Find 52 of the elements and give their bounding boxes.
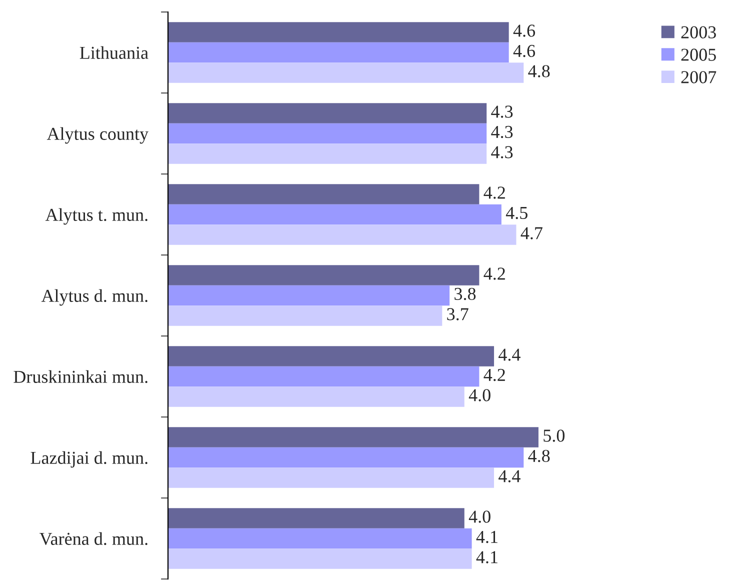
data-label: 4.0 <box>468 510 490 523</box>
data-label: 4.2 <box>484 268 505 280</box>
bar <box>168 42 509 63</box>
data-label: 4.6 <box>513 44 536 58</box>
bar <box>168 346 494 366</box>
data-label: 4.4 <box>498 348 520 361</box>
bar <box>168 224 516 245</box>
data-label: 4.7 <box>520 227 542 240</box>
bar <box>168 103 487 124</box>
bar <box>168 265 480 286</box>
data-label: 4.3 <box>491 126 513 138</box>
data-label: 4.2 <box>484 186 505 199</box>
data-label: 3.8 <box>454 288 476 300</box>
bar <box>168 427 538 448</box>
legend-label: 2005 <box>681 48 716 61</box>
bar <box>168 123 487 144</box>
bar <box>168 22 509 42</box>
bar <box>168 548 472 569</box>
legend-label: 2003 <box>681 26 716 38</box>
data-label: 4.5 <box>506 206 528 220</box>
y-tick-label: Lazdijai d. mun. <box>30 451 148 468</box>
bar <box>168 386 464 407</box>
bar <box>168 528 472 549</box>
data-label: 4.1 <box>476 530 498 544</box>
data-label: 4.8 <box>528 65 550 78</box>
y-tick-label: Varėna d. mun. <box>39 532 148 546</box>
y-tick-label: Alytus d. mun. <box>41 289 148 306</box>
data-label: 4.6 <box>513 24 536 37</box>
y-tick-label: Lithuania <box>80 46 148 59</box>
bar <box>168 508 464 528</box>
data-label: 4.8 <box>528 450 550 462</box>
bar <box>168 447 524 468</box>
data-label: 4.3 <box>491 146 513 158</box>
data-label: 4.1 <box>476 551 498 564</box>
bar <box>168 306 442 326</box>
bar <box>168 144 487 164</box>
data-label: 5.0 <box>544 430 565 442</box>
bar <box>168 204 502 225</box>
data-label: 3.7 <box>447 308 468 320</box>
bar <box>168 468 494 488</box>
data-label: 4.2 <box>484 368 505 382</box>
data-label: 4.4 <box>498 470 520 482</box>
bar <box>168 62 524 83</box>
y-tick-label: Alytus county <box>46 127 148 144</box>
y-tick-label: Alytus t. mun. <box>45 208 148 225</box>
data-label: 4.0 <box>468 389 490 402</box>
data-label: 4.3 <box>491 106 513 118</box>
bar <box>168 366 480 387</box>
y-tick-label: Druskininkai mun. <box>14 370 148 384</box>
legend-label: 2007 <box>681 71 716 84</box>
bar <box>168 184 480 204</box>
bar <box>168 285 450 306</box>
